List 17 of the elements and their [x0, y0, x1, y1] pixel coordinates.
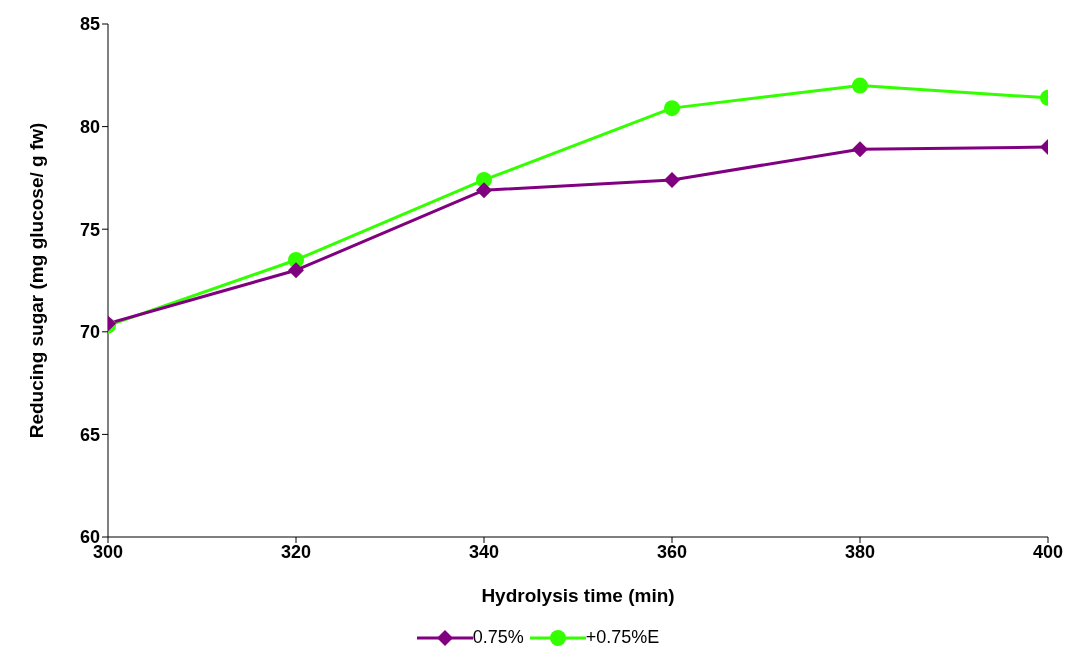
x-tick-label: 320 [280, 541, 312, 562]
y-axis-title: Reducing sugar (mg glucose/ g fw) [25, 122, 47, 439]
y-tick-label: 75 [79, 219, 100, 240]
x-tick-label: 360 [656, 541, 688, 562]
legend-label: 0.75% [472, 627, 524, 648]
y-tick-label: 65 [79, 424, 100, 445]
x-tick-label: 340 [468, 541, 500, 562]
y-tick-label: 85 [79, 14, 100, 35]
point [664, 100, 680, 117]
point [476, 182, 492, 199]
point [664, 171, 680, 188]
y-tick-label: 80 [79, 116, 100, 137]
x-axis-title: Hydrolysis time (min) [481, 585, 675, 606]
legend-label: +0.75%E [585, 627, 660, 648]
x-tick-label: 400 [1032, 541, 1064, 562]
y-tick-label: 70 [79, 322, 100, 343]
x-tick-label: 380 [844, 541, 876, 562]
